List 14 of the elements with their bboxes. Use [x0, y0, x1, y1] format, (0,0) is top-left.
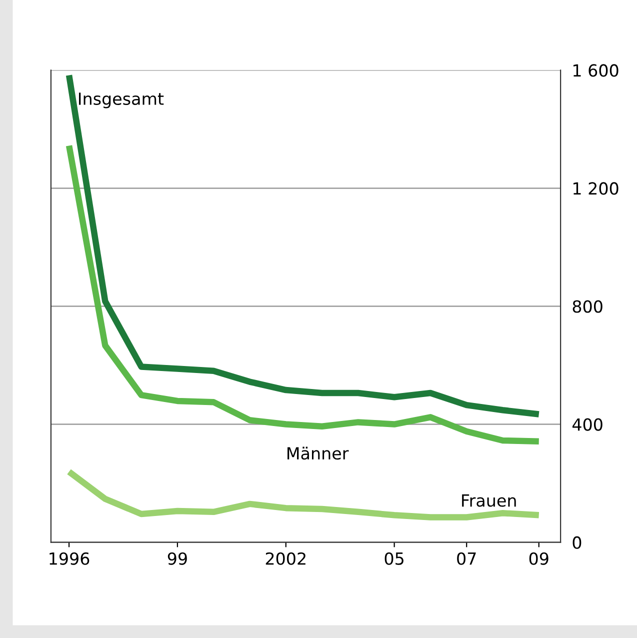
series-label: Frauen [462, 494, 516, 507]
series-label: Männer [288, 446, 349, 460]
y-tick-label: 0 [572, 536, 582, 549]
y-tick-label: 1 200 [574, 182, 618, 195]
y-tick-label: 1 600 [574, 64, 618, 77]
series-label: Insgesamt [79, 92, 164, 108]
y-tick-label: 800 [572, 300, 602, 313]
x-tick-label: 05 [384, 552, 404, 565]
x-tick-label: 99 [168, 552, 187, 565]
x-tick-label: 07 [457, 552, 476, 565]
y-tick-label: 400 [572, 418, 602, 431]
x-tick-label: 09 [529, 552, 548, 565]
x-tick-label: 2002 [266, 552, 306, 565]
x-tick-label: 1996 [50, 552, 90, 565]
